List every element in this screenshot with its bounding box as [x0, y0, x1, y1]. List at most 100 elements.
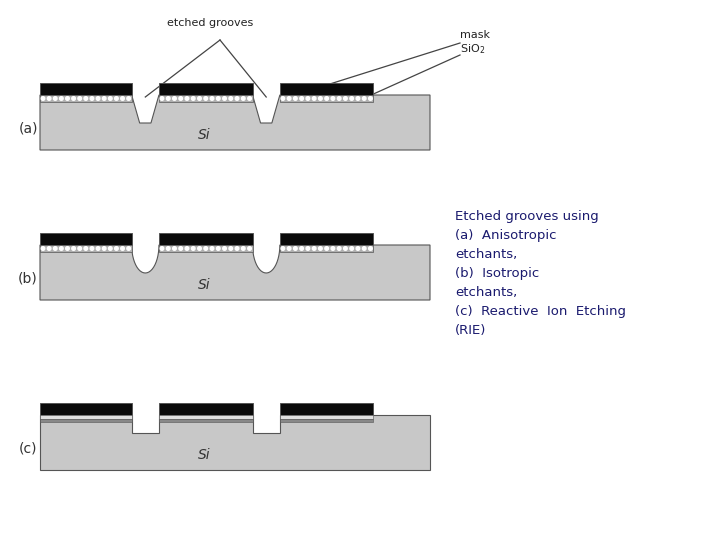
- Circle shape: [222, 247, 226, 251]
- Bar: [159, 419, 253, 422]
- Circle shape: [66, 97, 69, 100]
- Circle shape: [325, 247, 328, 251]
- Circle shape: [287, 97, 291, 100]
- Circle shape: [362, 247, 366, 251]
- Bar: [159, 83, 253, 95]
- Circle shape: [102, 97, 106, 100]
- Circle shape: [53, 247, 57, 251]
- Bar: [280, 419, 374, 422]
- Text: mask: mask: [460, 30, 490, 40]
- Bar: [40, 403, 132, 415]
- Circle shape: [204, 97, 207, 100]
- Circle shape: [338, 247, 341, 251]
- Circle shape: [331, 247, 335, 251]
- Circle shape: [198, 97, 202, 100]
- Circle shape: [173, 97, 176, 100]
- Circle shape: [248, 247, 251, 251]
- Circle shape: [356, 97, 360, 100]
- Polygon shape: [40, 415, 430, 470]
- Circle shape: [300, 97, 303, 100]
- Bar: [159, 245, 253, 252]
- Circle shape: [78, 97, 81, 100]
- Circle shape: [362, 97, 366, 100]
- Circle shape: [72, 97, 76, 100]
- Circle shape: [241, 97, 245, 100]
- Circle shape: [325, 97, 328, 100]
- Circle shape: [102, 247, 106, 251]
- Circle shape: [121, 247, 125, 251]
- Circle shape: [241, 247, 245, 251]
- Text: (c)  Reactive  Ion  Etching: (c) Reactive Ion Etching: [455, 305, 626, 318]
- Circle shape: [229, 97, 233, 100]
- Circle shape: [343, 97, 347, 100]
- Circle shape: [306, 247, 310, 251]
- Circle shape: [160, 97, 163, 100]
- Circle shape: [192, 97, 195, 100]
- Circle shape: [53, 97, 57, 100]
- Bar: [280, 403, 374, 415]
- Circle shape: [248, 97, 251, 100]
- Circle shape: [60, 97, 63, 100]
- Text: etchants,: etchants,: [455, 286, 517, 299]
- Circle shape: [48, 247, 51, 251]
- Circle shape: [173, 247, 176, 251]
- Circle shape: [210, 247, 214, 251]
- Bar: [159, 403, 253, 415]
- Text: (c): (c): [19, 441, 37, 455]
- Circle shape: [166, 97, 170, 100]
- Circle shape: [369, 247, 372, 251]
- Circle shape: [179, 97, 183, 100]
- Text: (RIE): (RIE): [455, 324, 487, 337]
- Text: Si: Si: [197, 448, 210, 462]
- Circle shape: [185, 247, 189, 251]
- Circle shape: [48, 97, 51, 100]
- Bar: [40, 245, 132, 252]
- Text: Etched grooves using: Etched grooves using: [455, 210, 599, 223]
- Circle shape: [90, 247, 94, 251]
- Bar: [40, 419, 132, 422]
- Circle shape: [204, 247, 207, 251]
- Text: (a)  Anisotropic: (a) Anisotropic: [455, 229, 557, 242]
- Circle shape: [222, 97, 226, 100]
- Circle shape: [281, 97, 284, 100]
- Circle shape: [318, 97, 322, 100]
- Circle shape: [235, 247, 239, 251]
- Circle shape: [229, 247, 233, 251]
- Text: (a): (a): [18, 121, 37, 135]
- Bar: [40, 415, 132, 419]
- Circle shape: [287, 247, 291, 251]
- Text: etched grooves: etched grooves: [167, 18, 253, 28]
- Circle shape: [166, 247, 170, 251]
- Circle shape: [114, 247, 118, 251]
- Text: (b)  Isotropic: (b) Isotropic: [455, 267, 539, 280]
- Bar: [280, 95, 374, 102]
- Circle shape: [306, 97, 310, 100]
- Text: (b): (b): [18, 271, 38, 285]
- Polygon shape: [40, 245, 430, 300]
- Circle shape: [217, 247, 220, 251]
- Circle shape: [312, 97, 316, 100]
- Circle shape: [350, 97, 354, 100]
- Circle shape: [121, 97, 125, 100]
- Text: Si: Si: [197, 278, 210, 292]
- Text: Si: Si: [197, 127, 210, 141]
- Circle shape: [294, 247, 297, 251]
- Circle shape: [160, 247, 163, 251]
- Circle shape: [343, 247, 347, 251]
- Circle shape: [350, 247, 354, 251]
- Circle shape: [66, 247, 69, 251]
- Circle shape: [300, 247, 303, 251]
- Text: SiO$_2$: SiO$_2$: [460, 42, 485, 56]
- Circle shape: [90, 97, 94, 100]
- Circle shape: [217, 97, 220, 100]
- Circle shape: [127, 97, 130, 100]
- Circle shape: [179, 247, 183, 251]
- Circle shape: [96, 247, 100, 251]
- Circle shape: [281, 247, 284, 251]
- Circle shape: [60, 247, 63, 251]
- Circle shape: [72, 247, 76, 251]
- Circle shape: [210, 97, 214, 100]
- Bar: [40, 95, 132, 102]
- Bar: [280, 415, 374, 419]
- Circle shape: [294, 97, 297, 100]
